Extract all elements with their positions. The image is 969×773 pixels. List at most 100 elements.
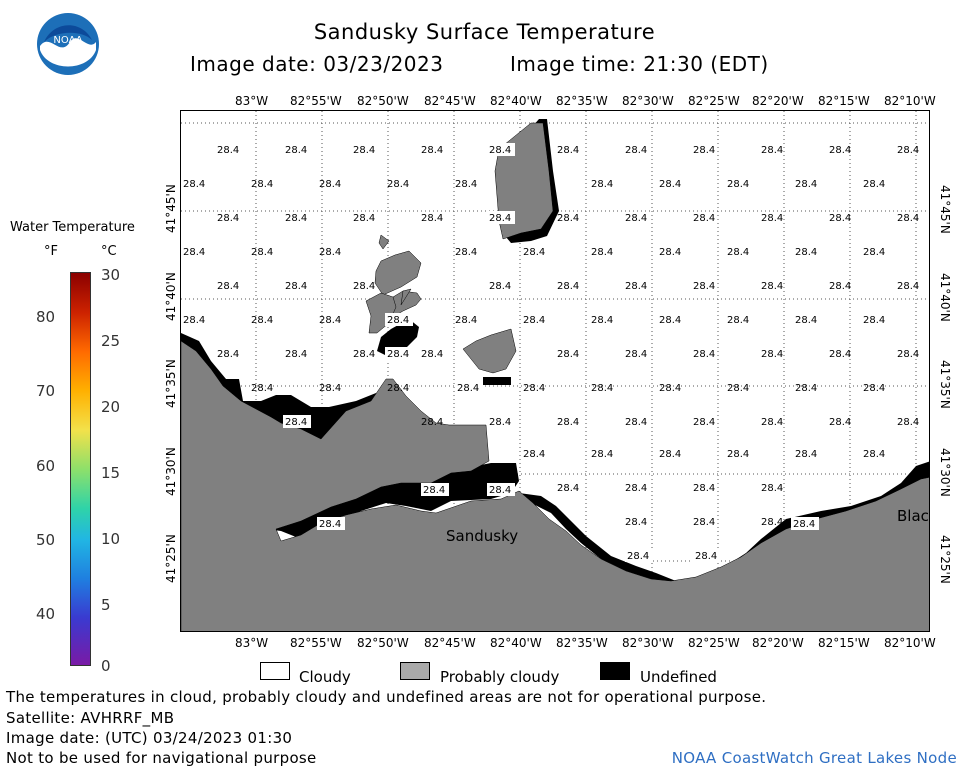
lat-label-right: 41°30'N — [938, 447, 952, 497]
sst-label: 28.4 — [795, 449, 817, 460]
sst-label: 28.4 — [761, 281, 783, 292]
sst-label: 28.4 — [659, 449, 681, 460]
sst-label: 28.4 — [761, 145, 783, 156]
sst-label: 28.4 — [693, 517, 715, 528]
sst-label: 28.4 — [591, 315, 613, 326]
place-label-sandusky: Sandusky — [446, 527, 518, 545]
lon-label-bottom: 82°45'W — [424, 636, 476, 650]
sst-label-boxed: 28.4 — [423, 485, 445, 496]
sst-label-boxed: 28.4 — [793, 519, 815, 530]
lat-label-left: 41°30'N — [164, 447, 178, 497]
sst-label: 28.4 — [727, 179, 749, 190]
sst-label: 28.4 — [795, 247, 817, 258]
sst-label: 28.4 — [829, 281, 851, 292]
satellite-text: Satellite: AVHRRF_MB — [6, 709, 175, 727]
unit-celsius: °C — [101, 244, 117, 259]
c-tick: 10 — [101, 530, 121, 548]
sst-label: 28.4 — [693, 349, 715, 360]
legend-label-probably-cloudy: Probably cloudy — [440, 668, 560, 686]
sst-label: 28.4 — [285, 281, 307, 292]
sst-label: 28.4 — [319, 247, 341, 258]
sst-label: 28.4 — [829, 349, 851, 360]
sst-label: 28.4 — [625, 483, 647, 494]
sst-label: 28.4 — [659, 179, 681, 190]
sst-label: 28.4 — [523, 449, 545, 460]
lon-label-top: 82°30'W — [622, 94, 674, 108]
sst-label: 28.4 — [761, 483, 783, 494]
sst-label: 28.4 — [285, 349, 307, 360]
lat-label-right: 41°25'N — [938, 534, 952, 584]
lat-label-left: 41°45'N — [164, 184, 178, 234]
sst-label: 28.4 — [251, 383, 273, 394]
sst-label-boxed: 28.4 — [387, 349, 409, 360]
sst-label: 28.4 — [761, 517, 783, 528]
sst-label: 28.4 — [795, 179, 817, 190]
sst-label: 28.4 — [591, 383, 613, 394]
lat-label-right: 41°45'N — [938, 184, 952, 234]
coastwatch-node-text: NOAA CoastWatch Great Lakes Node — [671, 749, 957, 767]
lon-label-top: 82°20'W — [752, 94, 804, 108]
sst-label: 28.4 — [761, 349, 783, 360]
lon-label-bottom: 82°50'W — [357, 636, 409, 650]
sst-label: 28.4 — [251, 247, 273, 258]
c-tick: 15 — [101, 464, 121, 482]
legend-swatch-undefined — [600, 662, 630, 680]
sst-label: 28.4 — [285, 213, 307, 224]
sst-label: 28.4 — [897, 213, 919, 224]
utc-date-text: Image date: (UTC) 03/24/2023 01:30 — [6, 729, 293, 747]
f-tick: 50 — [36, 531, 56, 549]
sst-label: 28.4 — [319, 383, 341, 394]
sst-label-boxed: 28.4 — [489, 145, 511, 156]
sst-label-boxed: 28.4 — [695, 551, 717, 562]
f-tick: 80 — [36, 308, 56, 326]
sst-label: 28.4 — [557, 349, 579, 360]
sst-label: 28.4 — [489, 281, 511, 292]
sst-label: 28.4 — [693, 417, 715, 428]
lon-label-top: 82°45'W — [424, 94, 476, 108]
sst-label: 28.4 — [659, 315, 681, 326]
lon-label-bottom: 82°40'W — [490, 636, 542, 650]
sst-label: 28.4 — [863, 179, 885, 190]
c-tick: 25 — [101, 332, 121, 350]
sst-label: 28.4 — [761, 417, 783, 428]
f-tick: 40 — [36, 605, 56, 623]
lon-label-top: 82°55'W — [290, 94, 342, 108]
sst-label: 28.4 — [285, 145, 307, 156]
lon-label-bottom: 82°20'W — [752, 636, 804, 650]
sst-label: 28.4 — [421, 349, 443, 360]
sst-label: 28.4 — [523, 247, 545, 258]
map-canvas: Sandusky Blac 28.4 28.4 28.4 28.4 28.4 2… — [181, 111, 929, 631]
sst-label: 28.4 — [625, 417, 647, 428]
sst-label: 28.4 — [795, 383, 817, 394]
sst-label: 28.4 — [795, 315, 817, 326]
legend-label-undefined: Undefined — [640, 668, 717, 686]
color-scale-title: Water Temperature — [10, 220, 135, 235]
sst-label: 28.4 — [625, 213, 647, 224]
sst-label: 28.4 — [183, 179, 205, 190]
noaa-logo: NOAA — [36, 12, 100, 76]
sst-label: 28.4 — [659, 383, 681, 394]
lon-label-bottom: 82°35'W — [556, 636, 608, 650]
sst-label: 28.4 — [693, 213, 715, 224]
lat-label-left: 41°25'N — [164, 534, 178, 584]
sst-label: 28.4 — [353, 213, 375, 224]
sst-label: 28.4 — [591, 179, 613, 190]
sst-label: 28.4 — [625, 349, 647, 360]
sst-label: 28.4 — [761, 213, 783, 224]
sst-label: 28.4 — [829, 417, 851, 428]
lat-label-left: 41°40'N — [164, 272, 178, 322]
f-tick: 60 — [36, 457, 56, 475]
temperature-colorbar — [70, 272, 91, 666]
image-time: Image time: 21:30 (EDT) — [510, 52, 769, 76]
sst-label: 28.4 — [591, 449, 613, 460]
graticule — [181, 111, 929, 631]
sst-label: 28.4 — [727, 247, 749, 258]
sst-label: 28.4 — [727, 315, 749, 326]
sst-label: 28.4 — [489, 417, 511, 428]
map-area[interactable]: Sandusky Blac 28.4 28.4 28.4 28.4 28.4 2… — [180, 110, 930, 632]
lat-label-left: 41°35'N — [164, 359, 178, 409]
sst-label: 28.4 — [625, 145, 647, 156]
sst-label: 28.4 — [557, 213, 579, 224]
lon-label-top: 82°25'W — [688, 94, 740, 108]
sst-label: 28.4 — [693, 483, 715, 494]
